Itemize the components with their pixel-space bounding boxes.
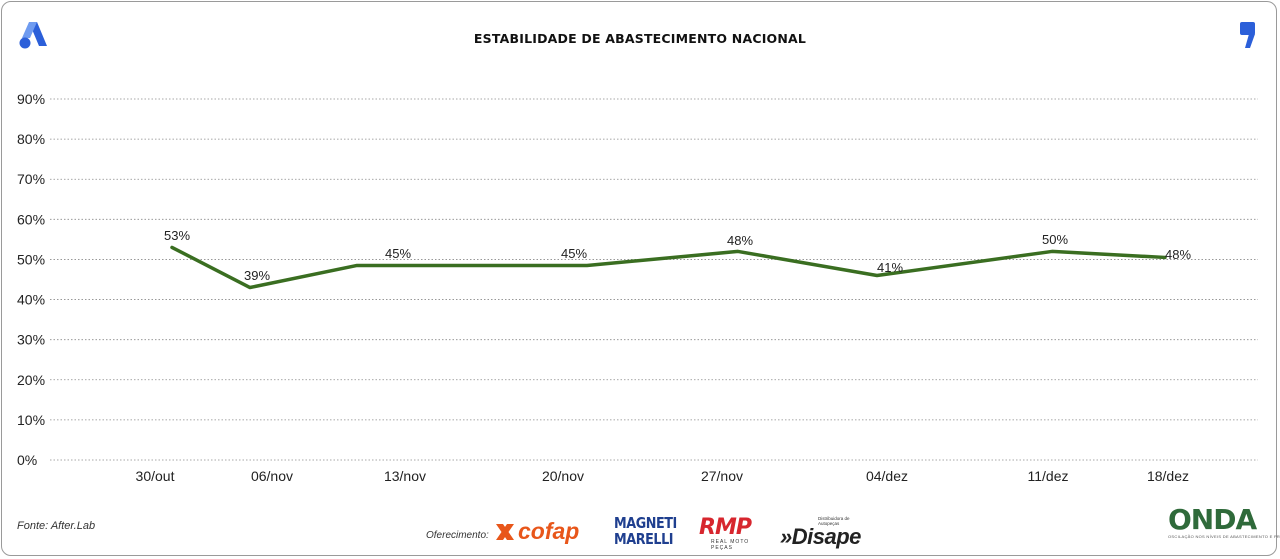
y-tick-label: 60% bbox=[17, 211, 45, 227]
onda-logo: ONDA OSCILAÇÃO NOS NÍVEIS DE ABASTECIMEN… bbox=[1168, 503, 1280, 546]
onda-subtitle: OSCILAÇÃO NOS NÍVEIS DE ABASTECIMENTO E … bbox=[1168, 534, 1280, 539]
y-tick-label: 10% bbox=[17, 412, 45, 428]
y-axis-ticks: 0% 10% 20% 30% 40% 50% 60% 70% 80% 90% bbox=[17, 91, 45, 468]
onda-text: ONDA bbox=[1168, 503, 1257, 536]
disape-text: »Disape bbox=[780, 524, 861, 549]
disape-tagline: Distribuidora de Autopeças bbox=[818, 516, 850, 526]
y-tick-label: 0% bbox=[17, 452, 37, 468]
after-market-a-logo-icon bbox=[19, 22, 47, 49]
series-polyline bbox=[170, 245, 1167, 290]
y-tick-label: 90% bbox=[17, 91, 45, 107]
data-labels: 53% 39% 45% 45% 48% 41% 50% 48% bbox=[164, 228, 1191, 283]
y-tick-label: 50% bbox=[17, 251, 45, 267]
series-line bbox=[170, 245, 1167, 290]
data-label: 39% bbox=[244, 268, 270, 283]
x-tick-label: 13/nov bbox=[384, 468, 426, 484]
data-label: 50% bbox=[1042, 232, 1068, 247]
y-tick-label: 40% bbox=[17, 292, 45, 308]
x-tick-label: 18/dez bbox=[1147, 468, 1189, 484]
x-tick-label: 11/dez bbox=[1028, 468, 1069, 484]
rmp-logo: RMP REAL MOTO PEÇAS bbox=[699, 515, 769, 552]
magneti-marelli-logo: MAGNETI MARELLI bbox=[614, 514, 677, 551]
rmp-text: RMP bbox=[699, 515, 752, 540]
marelli-text: MARELLI bbox=[614, 530, 674, 548]
data-label: 41% bbox=[877, 260, 903, 275]
cofap-text: cofap bbox=[518, 518, 580, 544]
x-tick-label: 27/nov bbox=[701, 468, 743, 484]
x-tick-label: 30/out bbox=[136, 468, 175, 484]
data-label: 48% bbox=[727, 233, 753, 248]
x-tick-label: 06/nov bbox=[251, 468, 293, 484]
sponsor-label: Oferecimento: bbox=[426, 530, 489, 541]
chart-title: ESTABILIDADE DE ABASTECIMENTO NACIONAL bbox=[473, 31, 807, 46]
source-note: Fonte: After.Lab bbox=[17, 520, 96, 532]
disape-logo: Distribuidora de Autopeças »Disape bbox=[780, 516, 870, 549]
data-label: 53% bbox=[164, 228, 190, 243]
quote-mark-logo-icon bbox=[1240, 22, 1255, 48]
x-tick-label: 20/nov bbox=[542, 468, 584, 484]
rmp-subtitle: REAL MOTO PEÇAS bbox=[711, 539, 750, 551]
cofap-x-icon bbox=[496, 524, 514, 540]
y-tick-label: 70% bbox=[17, 171, 45, 187]
x-axis-ticks: 30/out 06/nov 13/nov 20/nov 27/nov 04/dez 11/d… bbox=[136, 468, 1189, 484]
data-label: 45% bbox=[385, 246, 411, 261]
cofap-logo: cofap bbox=[494, 518, 579, 545]
x-tick-label: 04/dez bbox=[866, 468, 908, 484]
data-label: 48% bbox=[1165, 247, 1191, 262]
y-tick-label: 30% bbox=[17, 332, 45, 348]
y-tick-label: 80% bbox=[17, 131, 45, 147]
y-tick-label: 20% bbox=[17, 372, 45, 388]
data-label: 45% bbox=[561, 246, 587, 261]
magneti-text: MAGNETI bbox=[614, 514, 677, 532]
